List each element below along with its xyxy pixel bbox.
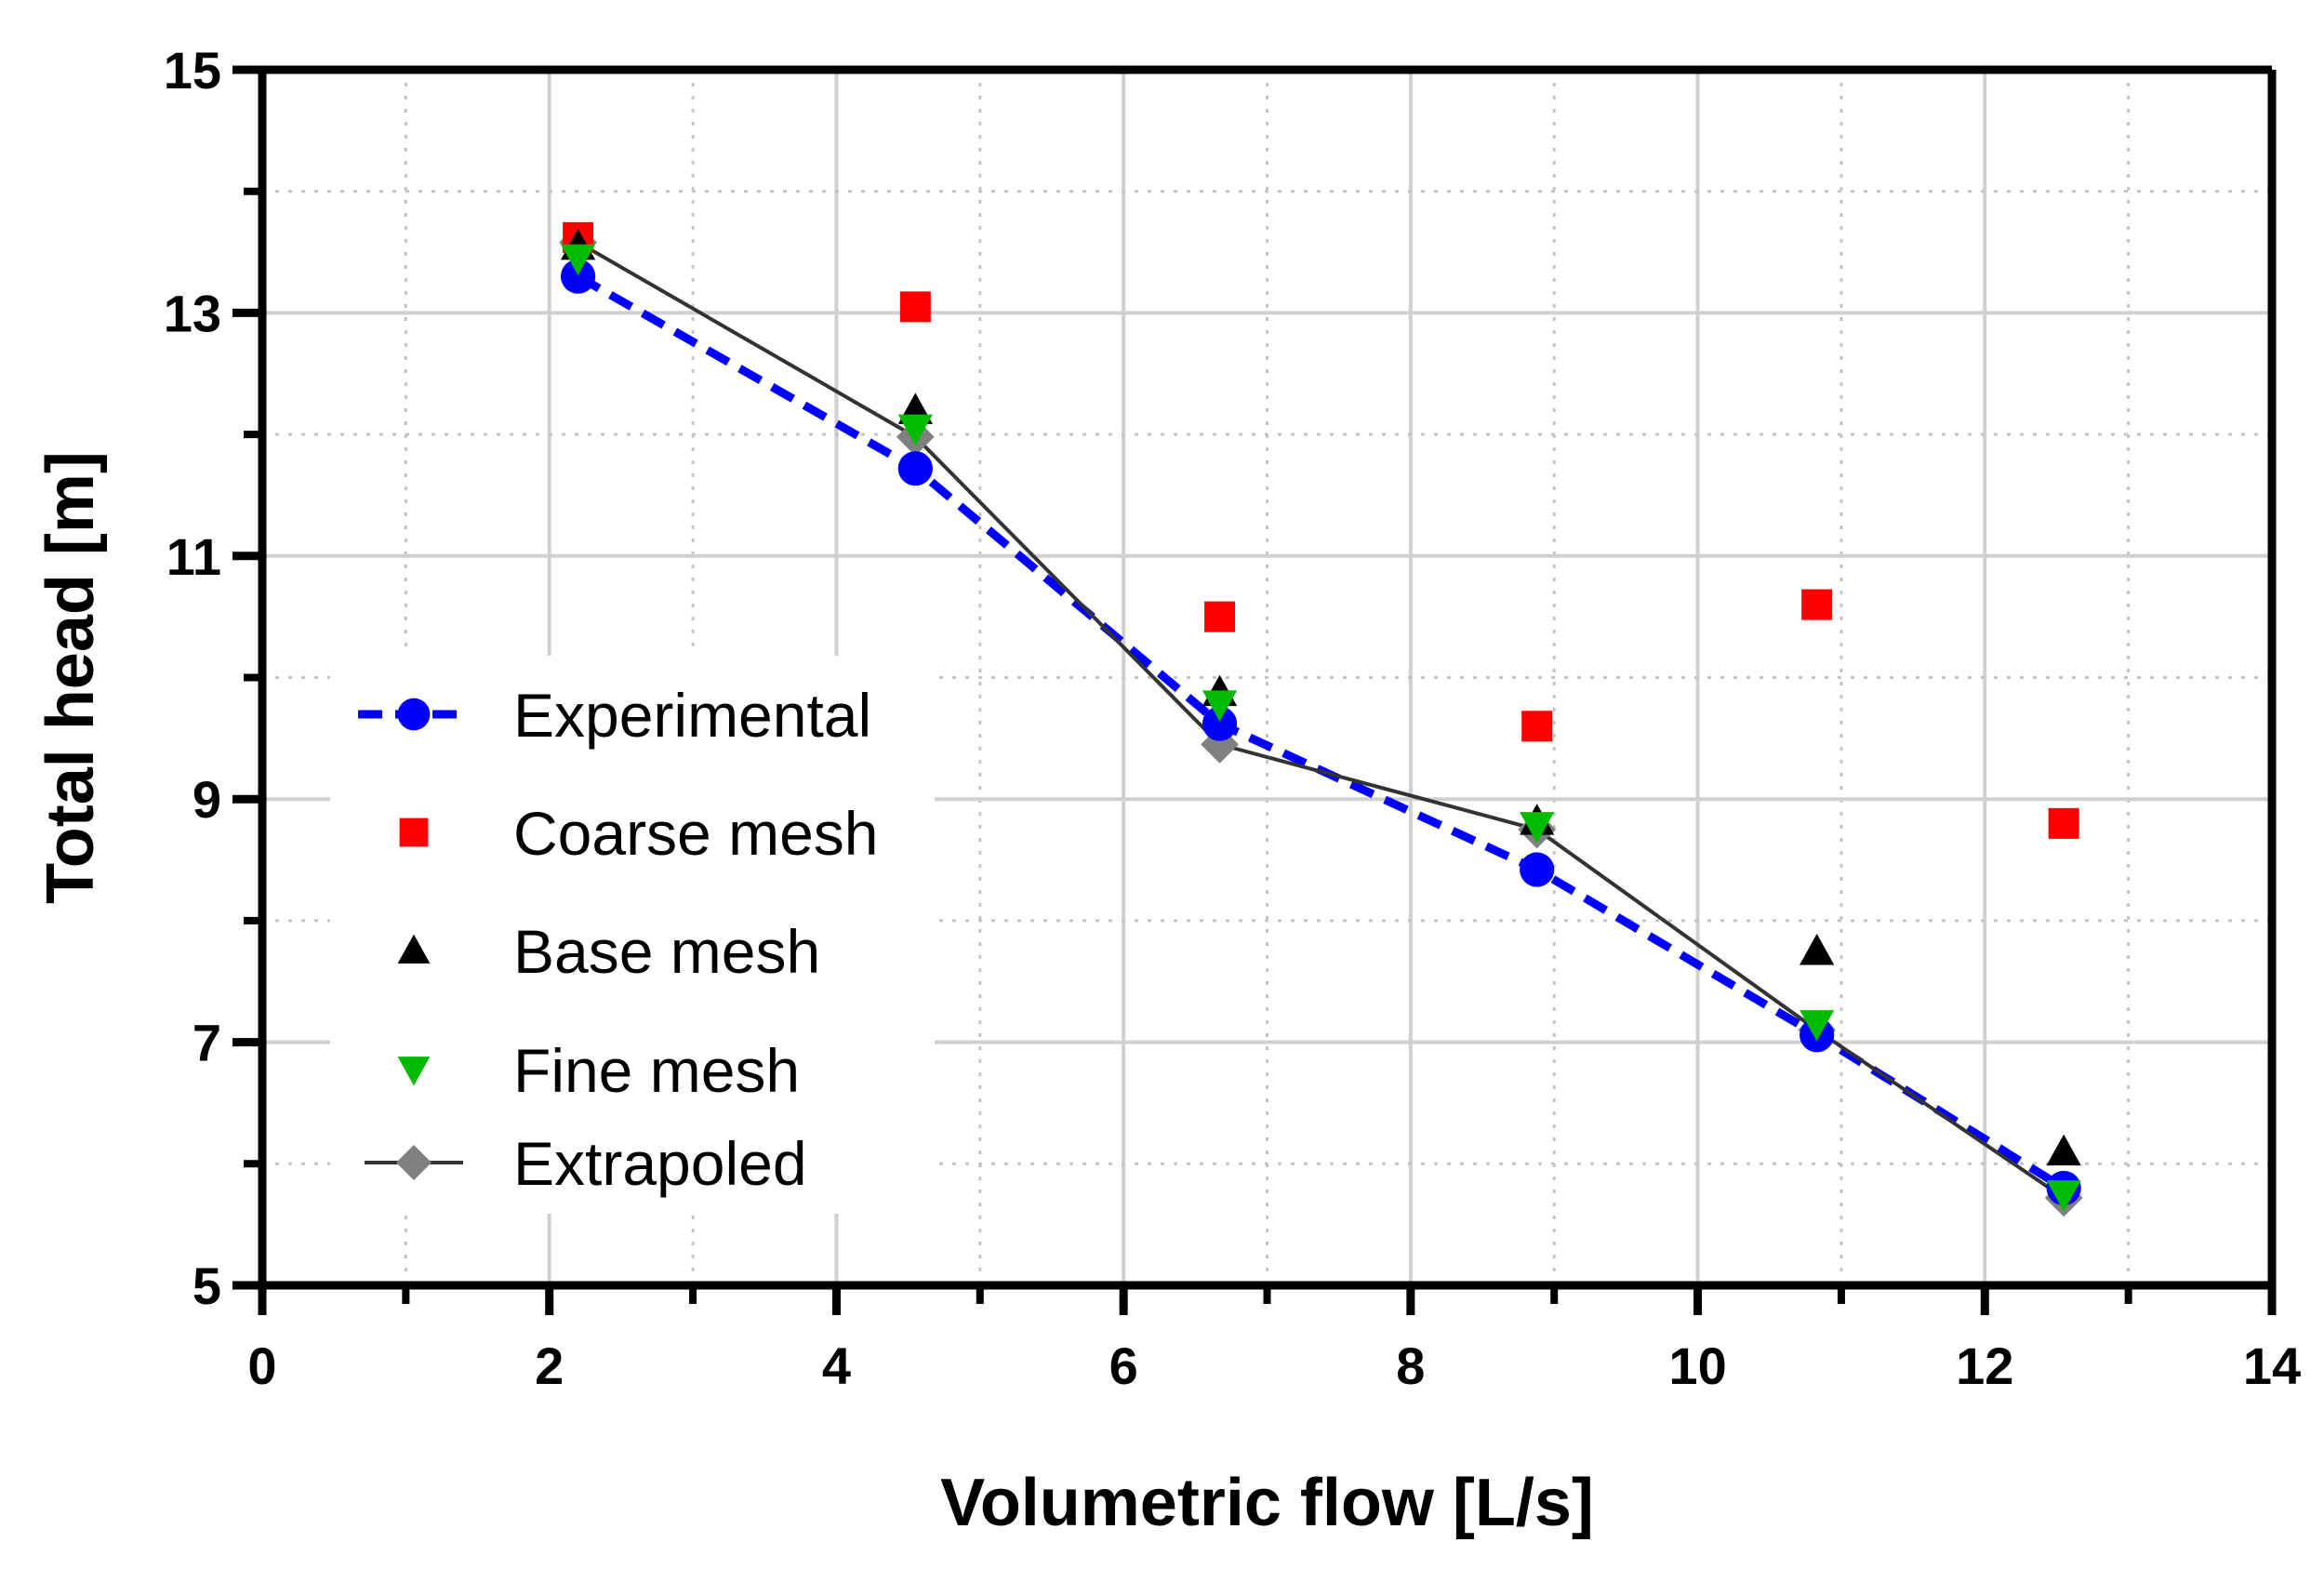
point-experimental xyxy=(560,259,596,294)
x-tick-label: 12 xyxy=(1956,1336,2013,1395)
point-base-mesh xyxy=(1799,933,1835,965)
legend-label-extrapoled: Extrapoled xyxy=(513,1129,807,1198)
x-tick-label: 10 xyxy=(1668,1336,1726,1395)
legend-marker-experimental xyxy=(397,698,431,731)
x-tick-label: 14 xyxy=(2243,1336,2301,1395)
point-extrapoled xyxy=(1201,725,1239,764)
point-fine-mesh xyxy=(560,244,596,276)
y-tick-label: 15 xyxy=(164,41,221,100)
point-fine-mesh xyxy=(1799,1010,1835,1042)
y-axis-title: Total head [m] xyxy=(33,451,108,904)
y-tick-label: 5 xyxy=(193,1257,221,1315)
series-line-extrapoled xyxy=(577,240,2065,1200)
legend: Experimental Coarse mesh Base mesh Fine mes… xyxy=(330,656,935,1214)
legend-label-base-mesh: Base mesh xyxy=(513,917,820,986)
legend-marker-base-mesh xyxy=(397,934,431,964)
y-tick-label: 9 xyxy=(193,770,221,829)
point-base-mesh xyxy=(2046,1134,2081,1166)
point-experimental xyxy=(1520,852,1555,887)
legend-label-fine-mesh: Fine mesh xyxy=(513,1036,800,1105)
point-coarse-mesh xyxy=(2048,807,2079,839)
axes-layer: 0 2 4 6 8 10 12 14 5 7 9 11 13 15 xyxy=(164,41,2301,1395)
legend-label-coarse-mesh: Coarse mesh xyxy=(513,799,879,868)
legend-marker-coarse-mesh xyxy=(399,818,429,847)
series-layer xyxy=(559,221,2083,1217)
x-tick-label: 0 xyxy=(247,1336,276,1395)
x-tick-label: 4 xyxy=(822,1336,851,1395)
x-tick-label: 8 xyxy=(1396,1336,1425,1395)
x-tick-label: 6 xyxy=(1109,1336,1138,1395)
legend-label-experimental: Experimental xyxy=(513,681,871,750)
y-tick-label: 7 xyxy=(193,1014,221,1072)
y-tick-label: 11 xyxy=(166,527,221,586)
point-fine-mesh xyxy=(1202,690,1238,722)
point-coarse-mesh xyxy=(1521,711,1553,742)
point-fine-mesh xyxy=(1520,812,1555,844)
legend-marker-extrapoled xyxy=(395,1144,432,1181)
point-coarse-mesh xyxy=(1204,601,1236,632)
point-experimental xyxy=(1202,706,1238,741)
point-experimental xyxy=(897,451,933,486)
point-fine-mesh xyxy=(897,414,933,446)
series-line-experimental xyxy=(576,273,2066,1192)
x-axis-title: Volumetric flow [L/s] xyxy=(940,1466,1594,1540)
y-tick-label: 13 xyxy=(164,284,221,342)
legend-marker-fine-mesh xyxy=(397,1057,431,1086)
point-coarse-mesh xyxy=(1801,589,1833,620)
point-coarse-mesh xyxy=(899,291,931,323)
legend-background xyxy=(330,656,935,1214)
point-fine-mesh xyxy=(2046,1180,2081,1212)
x-tick-label: 2 xyxy=(535,1336,564,1395)
